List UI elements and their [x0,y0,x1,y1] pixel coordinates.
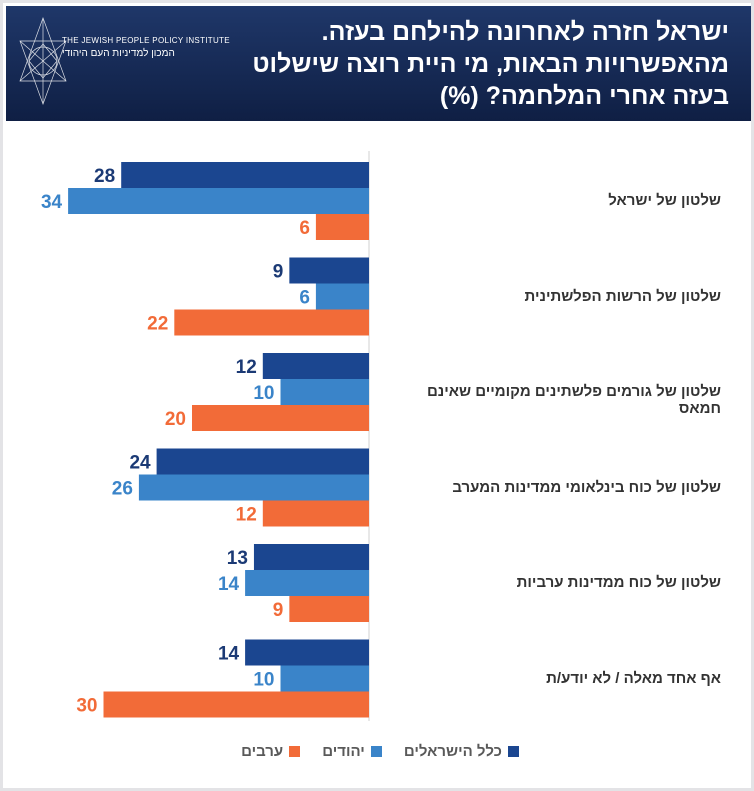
bar [262,353,369,379]
data-label: 9 [273,600,284,621]
category-label: שלטון של כוח ממדינות ערביות [516,574,721,591]
title-line: ישראל חזרה לאחרונה להילחם בעזה. [321,18,729,46]
category-label: שלטון של ישראל [608,192,721,209]
data-label: 22 [147,314,168,335]
data-label: 13 [227,548,248,569]
jppi-logo-icon [19,16,67,106]
bar [192,405,369,431]
data-label: 12 [236,505,257,526]
bar [103,691,369,718]
data-label: 26 [112,479,133,500]
bar [245,639,369,666]
legend-swatch [289,746,301,757]
bar [289,257,369,284]
data-label: 30 [76,696,97,717]
category-label: שלטון של כוח בינלאומי ממדינות המערב [452,478,721,496]
bar [174,309,369,336]
data-label: 24 [129,453,151,474]
data-label: 28 [94,166,115,187]
legend-swatch [507,746,519,757]
data-label: 14 [218,644,240,665]
legend-swatch [370,746,382,757]
bar [138,474,369,501]
bar [280,379,369,405]
bar [68,188,369,214]
data-label: 6 [299,218,310,239]
data-label: 20 [165,409,186,430]
category-label: אף אחד מאלה / לא יודע/ת [546,669,721,687]
logo-text-en: THE JEWISH PEOPLE POLICY INSTITUTE [62,36,230,45]
legend-item-arabs: ערבים [241,743,301,760]
legend-label: יהודים [322,743,365,760]
bar [289,596,369,622]
legend-item-jews: יהודים [322,743,382,760]
bar [262,500,369,527]
title-line: בעזה אחרי המלחמה? (%) [439,82,729,110]
bar [280,665,369,692]
legend: כלל הישראלים יהודים ערבים [3,743,751,760]
category-label: שלטון של הרשות הפלשתינית [524,287,721,305]
bar [156,448,369,475]
bar [121,162,369,188]
data-label: 12 [236,357,257,378]
bar [245,570,369,596]
legend-label: ערבים [241,743,284,760]
data-label: 10 [253,383,274,404]
bar [315,283,369,310]
logo-text-he: המכון למדיניות העם היהודי [62,48,175,59]
bar [253,544,369,570]
data-label: 14 [218,574,240,595]
data-label: 9 [273,262,284,283]
data-label: 34 [41,192,63,213]
data-label: 6 [299,288,310,309]
chart-title: ישראל חזרה לאחרונה להילחם בעזה. מהאפשרוי… [169,16,729,112]
category-label: שלטון של גורמים פלשתינים מקומיים שאינם ח… [426,383,721,417]
legend-label: כלל הישראלים [403,743,502,760]
legend-item-all: כלל הישראלים [404,743,519,760]
bar [315,214,369,240]
header: THE JEWISH PEOPLE POLICY INSTITUTE המכון… [6,6,751,121]
title-line: מהאפשרויות הבאות, מי היית רוצה שישלוט [252,50,729,78]
data-label: 10 [253,670,274,691]
